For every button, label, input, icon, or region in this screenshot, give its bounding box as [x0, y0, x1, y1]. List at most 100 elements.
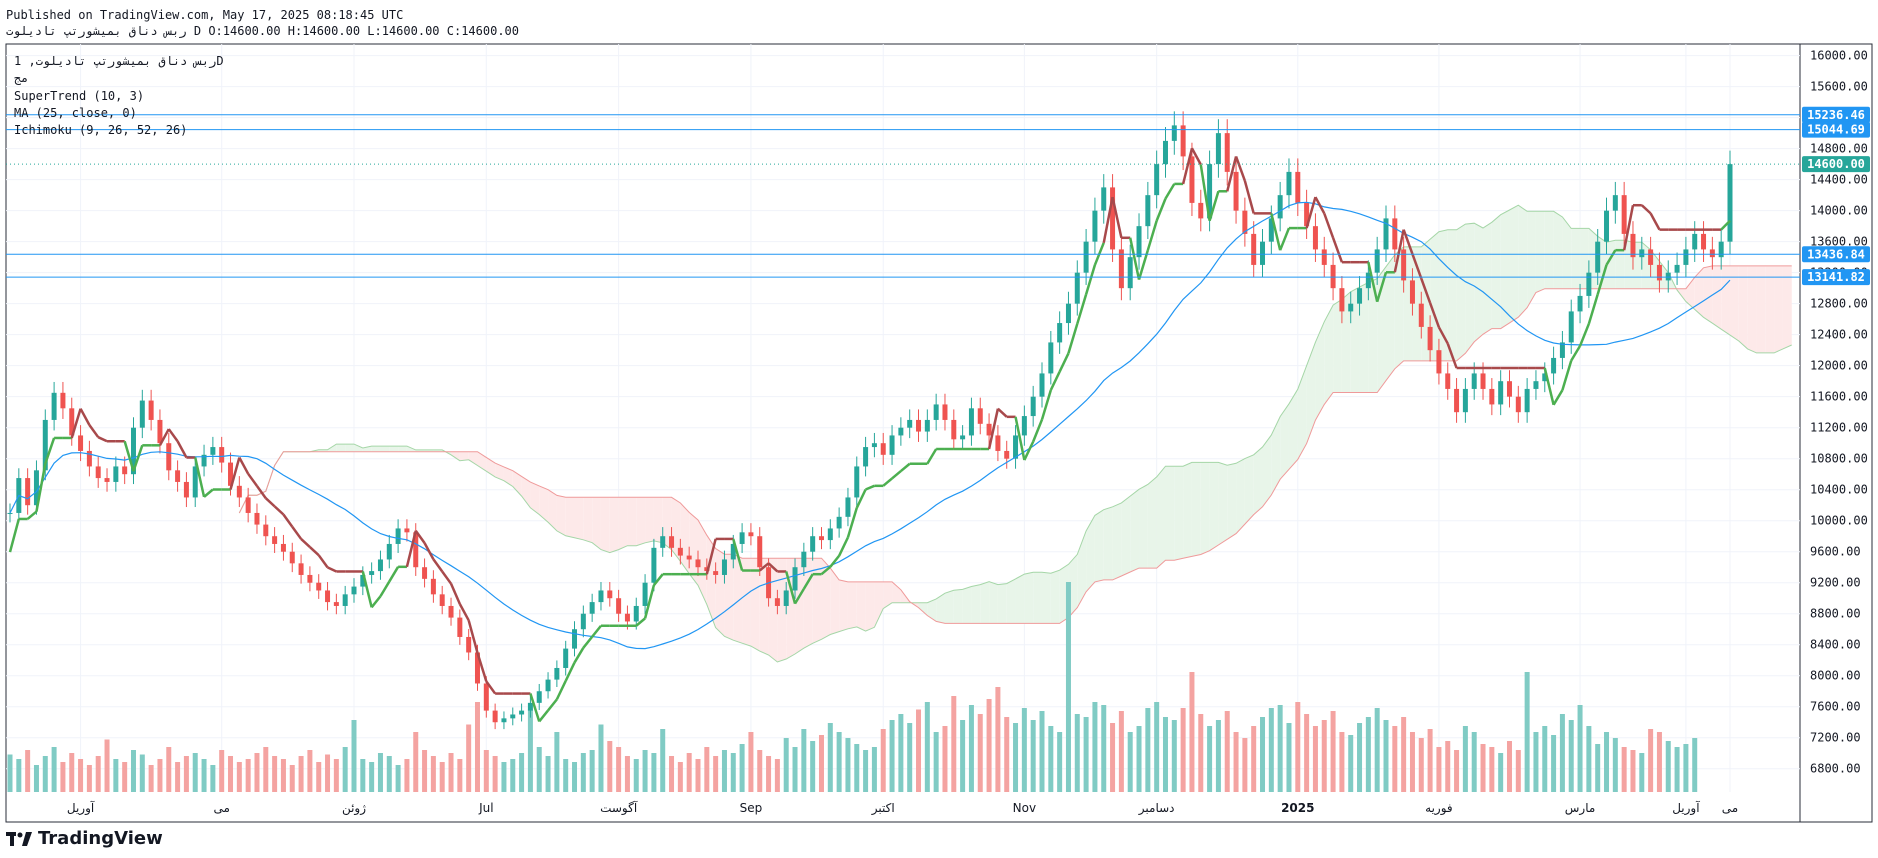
cloud-segment — [1094, 509, 1104, 582]
volume-bar — [554, 732, 560, 792]
candle-body — [1162, 140, 1168, 165]
x-tick-label: فوریه — [1425, 801, 1453, 816]
volume-bar — [854, 744, 860, 792]
supertrend-segment — [1243, 180, 1255, 214]
candle-body — [774, 598, 780, 606]
volume-bar — [1180, 708, 1186, 792]
volume-bar — [1162, 717, 1168, 792]
volume-bar — [510, 759, 516, 792]
candle-body — [1709, 249, 1715, 258]
volume-bar — [580, 753, 586, 792]
supertrend-segment — [829, 554, 841, 568]
supertrend-segment — [900, 462, 911, 473]
cloud-segment — [1244, 454, 1254, 525]
volume-bar — [1348, 735, 1354, 792]
cloud-segment — [1227, 463, 1237, 540]
legend-supertrend[interactable]: SuperTrend (10, 3) — [14, 89, 145, 103]
candle-body — [1409, 280, 1415, 304]
cloud-segment — [600, 497, 610, 553]
supertrend-segment — [370, 595, 382, 609]
candle-body — [642, 582, 648, 606]
volume-bar — [1454, 750, 1460, 792]
candle-body — [1701, 233, 1707, 250]
supertrend-segment — [379, 580, 391, 597]
candle-body — [1604, 210, 1610, 242]
candle-body — [1083, 241, 1089, 273]
volume-bar — [642, 750, 648, 792]
header-timeframe: D — [193, 24, 202, 38]
y-tick-label: 6800.00 — [1810, 762, 1861, 776]
candle-body — [1101, 187, 1107, 211]
ma-line — [9, 201, 1731, 650]
volume-bar — [801, 729, 807, 792]
volume-bar — [730, 753, 736, 792]
volume-bar — [386, 756, 392, 792]
volume-bar — [1692, 738, 1698, 792]
cloud-segment — [918, 602, 928, 616]
volume-bar — [183, 756, 189, 792]
cloud-segment — [724, 554, 734, 641]
volume-bar — [51, 747, 57, 792]
y-tick-label: 10000.00 — [1810, 514, 1868, 528]
volume-bar — [827, 723, 833, 792]
cloud-segment — [1050, 570, 1060, 624]
volume-bar — [1312, 726, 1318, 792]
candle-body — [1462, 388, 1468, 413]
legend-ichimoku[interactable]: Ichimoku (9, 26, 52, 26) — [14, 123, 188, 137]
legend-ma[interactable]: MA (25, close, 0) — [14, 106, 137, 120]
volume-bar — [1524, 672, 1530, 792]
supertrend-segment — [423, 542, 435, 560]
volume-bar — [545, 756, 551, 792]
cloud-segment — [1756, 265, 1766, 353]
cloud-segment — [1447, 229, 1457, 361]
supertrend-segment — [309, 546, 320, 557]
volume-bar — [633, 759, 639, 792]
volume-bar — [739, 744, 745, 792]
candle-body — [333, 602, 339, 606]
candle-body — [7, 512, 13, 514]
supertrend-segment — [132, 444, 144, 472]
cloud-segment — [1139, 484, 1148, 569]
cloud-segment — [874, 581, 884, 628]
volume-bar — [1260, 717, 1266, 792]
cloud-segment — [636, 497, 646, 546]
x-tick-label: اکتبر — [871, 801, 895, 816]
supertrend-segment — [1720, 219, 1731, 231]
candle-body — [1251, 233, 1257, 265]
candle-body — [1727, 164, 1733, 242]
candle-body — [1498, 381, 1504, 405]
volume-bar — [1233, 732, 1239, 792]
supertrend-segment — [1137, 249, 1150, 280]
cloud-segment — [451, 451, 460, 461]
cloud-segment — [1782, 265, 1792, 349]
cloud-segment — [839, 579, 848, 632]
x-tick-label: مارس — [1565, 801, 1596, 816]
volume-bar — [713, 756, 719, 792]
supertrend-segment — [1049, 371, 1061, 391]
volume-bar — [474, 702, 480, 792]
candle-body — [1145, 195, 1151, 227]
ichimoku-span-a — [238, 204, 1792, 663]
y-tick-label: 11600.00 — [1810, 390, 1868, 404]
candle-body — [307, 574, 313, 583]
supertrend-segment — [1181, 147, 1194, 185]
supertrend-segment — [635, 617, 646, 627]
supertrend-segment — [449, 583, 461, 605]
candle-body — [1339, 288, 1345, 312]
level-label: 13436.84 — [1807, 247, 1865, 261]
candle-body — [721, 559, 727, 575]
volume-bar — [1498, 753, 1504, 792]
cloud-segment — [1765, 265, 1775, 353]
volume-bar — [1065, 582, 1071, 792]
supertrend-segment — [1411, 253, 1423, 279]
candle-body — [1665, 272, 1671, 281]
cloud-segment — [1465, 223, 1475, 354]
cloud-segment — [583, 497, 593, 543]
volume-bar — [1286, 723, 1292, 792]
cloud-segment — [1368, 278, 1378, 393]
candle-body — [880, 443, 886, 455]
volume-bar — [210, 765, 216, 792]
volume-bar — [1127, 732, 1133, 792]
tradingview-logo[interactable]: TradingView — [6, 828, 163, 849]
